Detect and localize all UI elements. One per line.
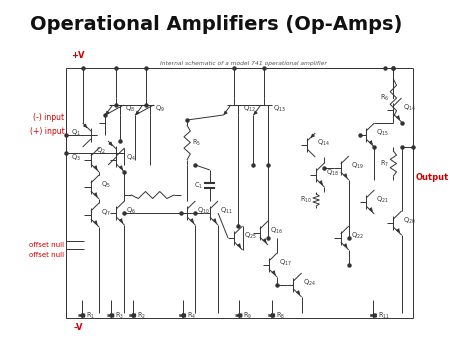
Text: Q$_{17}$: Q$_{17}$ <box>279 258 292 268</box>
Text: Q$_8$: Q$_8$ <box>126 104 135 114</box>
Text: Q$_{14}$: Q$_{14}$ <box>403 103 416 113</box>
Text: Q$_{14}$: Q$_{14}$ <box>317 138 330 148</box>
Text: R$_1$: R$_1$ <box>86 310 95 321</box>
Text: Q$_{11}$: Q$_{11}$ <box>220 206 233 216</box>
Text: Operational Amplifiers (Op-Amps): Operational Amplifiers (Op-Amps) <box>30 15 402 33</box>
Text: Q$_{22}$: Q$_{22}$ <box>351 231 364 241</box>
Text: R$_2$: R$_2$ <box>137 310 146 321</box>
Text: Q$_{16}$: Q$_{16}$ <box>270 226 283 236</box>
Text: Q$_7$: Q$_7$ <box>101 208 111 218</box>
Text: (-) input: (-) input <box>33 114 64 122</box>
Text: R$_7$: R$_7$ <box>380 159 389 169</box>
Text: Q$_5$: Q$_5$ <box>101 180 111 190</box>
Text: C$_1$: C$_1$ <box>194 180 202 191</box>
Text: Q$_{15}$: Q$_{15}$ <box>376 128 389 138</box>
Text: Q$_{18}$: Q$_{18}$ <box>326 168 339 178</box>
Text: Q$_{12}$: Q$_{12}$ <box>243 104 256 114</box>
Text: Output: Output <box>416 173 450 183</box>
Text: Q$_{10}$: Q$_{10}$ <box>197 206 210 216</box>
Text: Q$_{21}$: Q$_{21}$ <box>376 195 389 205</box>
Text: offset null: offset null <box>29 252 64 258</box>
Text: Internal schematic of a model 741 operational amplifier: Internal schematic of a model 741 operat… <box>160 61 327 66</box>
Text: R$_5$: R$_5$ <box>192 138 201 148</box>
Text: R$_8$: R$_8$ <box>276 310 285 321</box>
Text: R$_{11}$: R$_{11}$ <box>378 310 390 321</box>
Text: R$_3$: R$_3$ <box>115 310 124 321</box>
Text: R$_9$: R$_9$ <box>243 310 252 321</box>
Text: Q$_{24}$: Q$_{24}$ <box>303 278 316 288</box>
Text: offset null: offset null <box>29 242 64 248</box>
Text: R$_6$: R$_6$ <box>380 93 389 103</box>
Text: Q$_{19}$: Q$_{19}$ <box>351 161 364 171</box>
Text: Q$_3$: Q$_3$ <box>71 153 81 163</box>
Text: Q$_{20}$: Q$_{20}$ <box>403 216 416 226</box>
Text: -V: -V <box>73 322 83 332</box>
Text: Q$_{25}$: Q$_{25}$ <box>244 231 257 241</box>
Text: +V: +V <box>72 50 85 59</box>
Text: (+) input: (+) input <box>30 126 64 136</box>
Text: Q$_4$: Q$_4$ <box>126 153 136 163</box>
Text: Q$_{13}$: Q$_{13}$ <box>274 104 286 114</box>
Text: Q$_9$: Q$_9$ <box>155 104 165 114</box>
Text: Q$_6$: Q$_6$ <box>126 206 136 216</box>
Text: Q$_1$: Q$_1$ <box>71 128 81 138</box>
Text: R$_{10}$: R$_{10}$ <box>300 195 311 205</box>
Text: Q$_2$: Q$_2$ <box>96 146 106 156</box>
Text: R$_4$: R$_4$ <box>187 310 196 321</box>
